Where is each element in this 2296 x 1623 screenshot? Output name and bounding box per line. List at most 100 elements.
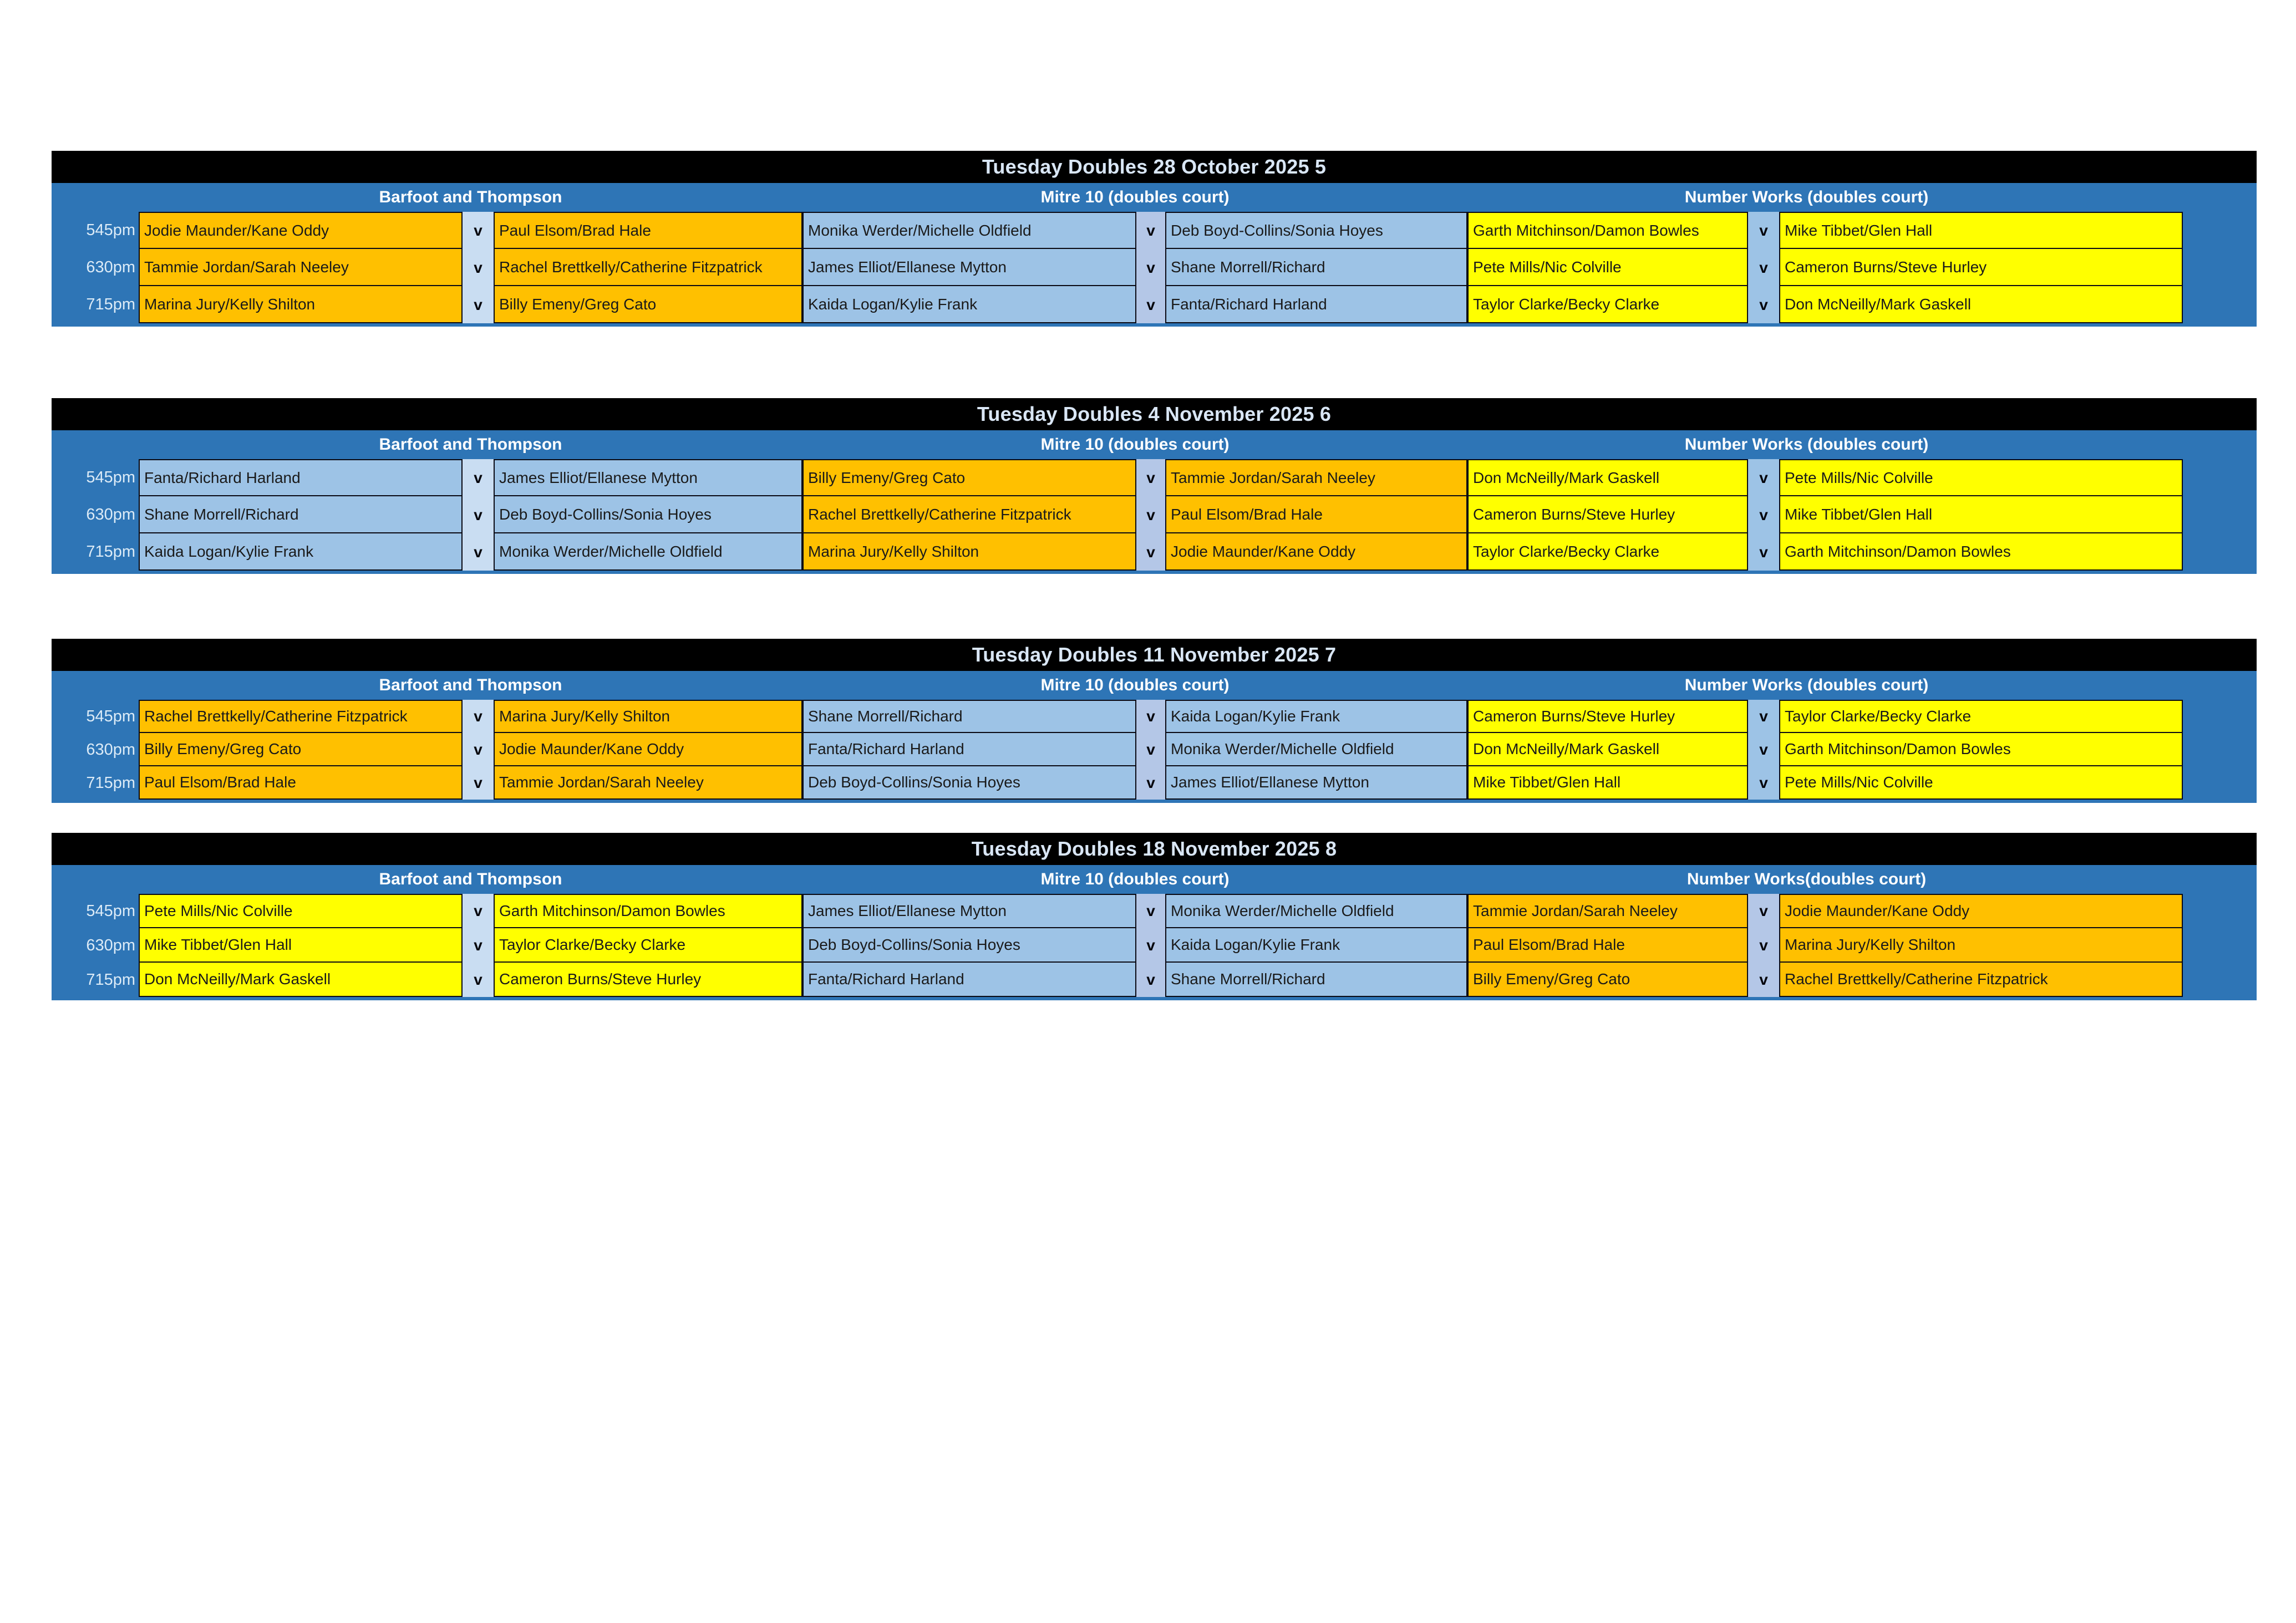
team-cell-1[interactable]: Pete Mills/Nic Colville [139, 894, 463, 928]
team-cell-1[interactable]: Paul Elsom/Brad Hale [139, 766, 463, 800]
team-cell-5[interactable]: Paul Elsom/Brad Hale [1467, 928, 1748, 963]
team-cell-2[interactable]: Jodie Maunder/Kane Oddy [494, 733, 802, 766]
versus-label: v [463, 533, 494, 571]
team-cell-6[interactable]: Rachel Brettkelly/Catherine Fitzpatrick [1779, 963, 2183, 997]
team-cell-2[interactable]: Marina Jury/Kelly Shilton [494, 700, 802, 733]
team-cell-5[interactable]: Cameron Burns/Steve Hurley [1467, 700, 1748, 733]
venue-header-mitre10: Mitre 10 (doubles court) [1040, 188, 1230, 206]
team-cell-5[interactable]: Mike Tibbet/Glen Hall [1467, 766, 1748, 800]
team-cell-3[interactable]: Rachel Brettkelly/Catherine Fitzpatrick [802, 496, 1136, 533]
team-cell-3[interactable]: Shane Morrell/Richard [802, 700, 1136, 733]
team-cell-6[interactable]: Mike Tibbet/Glen Hall [1779, 212, 2183, 249]
row-time: 715pm [52, 286, 139, 323]
team-cell-6[interactable]: Taylor Clarke/Becky Clarke [1779, 700, 2183, 733]
team-cell-6[interactable]: Mike Tibbet/Glen Hall [1779, 496, 2183, 533]
team-cell-3[interactable]: Marina Jury/Kelly Shilton [802, 533, 1136, 571]
team-cell-2[interactable]: Cameron Burns/Steve Hurley [494, 963, 802, 997]
venue-header-mitre10: Mitre 10 (doubles court) [1040, 870, 1230, 888]
team-cell-4[interactable]: Fanta/Richard Harland [1165, 286, 1467, 323]
team-cell-4[interactable]: Kaida Logan/Kylie Frank [1165, 928, 1467, 963]
versus-label: v [1136, 963, 1165, 997]
team-cell-1[interactable]: Marina Jury/Kelly Shilton [139, 286, 463, 323]
team-cell-6[interactable]: Don McNeilly/Mark Gaskell [1779, 286, 2183, 323]
fixture-row: 715pm Kaida Logan/Kylie Frank v Monika W… [52, 533, 2257, 571]
team-cell-6[interactable]: Pete Mills/Nic Colville [1779, 459, 2183, 496]
block-title: Tuesday Doubles 28 October 2025 5 [52, 151, 2257, 183]
team-cell-6[interactable]: Pete Mills/Nic Colville [1779, 766, 2183, 800]
team-cell-5[interactable]: Don McNeilly/Mark Gaskell [1467, 733, 1748, 766]
team-cell-2[interactable]: Monika Werder/Michelle Oldfield [494, 533, 802, 571]
team-cell-2[interactable]: James Elliot/Ellanese Mytton [494, 459, 802, 496]
team-cell-3[interactable]: Fanta/Richard Harland [802, 963, 1136, 997]
team-cell-3[interactable]: Deb Boyd-Collins/Sonia Hoyes [802, 766, 1136, 800]
team-cell-1[interactable]: Mike Tibbet/Glen Hall [139, 928, 463, 963]
team-cell-1[interactable]: Tammie Jordan/Sarah Neeley [139, 249, 463, 286]
venue-header-numberworks: Number Works (doubles court) [1684, 435, 1929, 454]
team-cell-3[interactable]: Deb Boyd-Collins/Sonia Hoyes [802, 928, 1136, 963]
team-cell-2[interactable]: Deb Boyd-Collins/Sonia Hoyes [494, 496, 802, 533]
team-cell-6[interactable]: Garth Mitchinson/Damon Bowles [1779, 733, 2183, 766]
team-cell-1[interactable]: Fanta/Richard Harland [139, 459, 463, 496]
team-cell-5[interactable]: Pete Mills/Nic Colville [1467, 249, 1748, 286]
team-cell-3[interactable]: Billy Emeny/Greg Cato [802, 459, 1136, 496]
team-cell-2[interactable]: Billy Emeny/Greg Cato [494, 286, 802, 323]
block-title: Tuesday Doubles 18 November 2025 8 [52, 833, 2257, 865]
team-cell-4[interactable]: Paul Elsom/Brad Hale [1165, 496, 1467, 533]
team-cell-3[interactable]: Monika Werder/Michelle Oldfield [802, 212, 1136, 249]
team-cell-2[interactable]: Paul Elsom/Brad Hale [494, 212, 802, 249]
team-cell-2[interactable]: Taylor Clarke/Becky Clarke [494, 928, 802, 963]
team-cell-5[interactable]: Don McNeilly/Mark Gaskell [1467, 459, 1748, 496]
team-cell-1[interactable]: Jodie Maunder/Kane Oddy [139, 212, 463, 249]
team-cell-3[interactable]: James Elliot/Ellanese Mytton [802, 249, 1136, 286]
team-cell-1[interactable]: Kaida Logan/Kylie Frank [139, 533, 463, 571]
versus-label: v [463, 459, 494, 496]
venue-header-barfoot: Barfoot and Thompson [379, 870, 562, 888]
row-time: 715pm [52, 766, 139, 800]
versus-label: v [1748, 894, 1779, 928]
team-cell-5[interactable]: Billy Emeny/Greg Cato [1467, 963, 1748, 997]
versus-label: v [463, 496, 494, 533]
team-cell-4[interactable]: Shane Morrell/Richard [1165, 963, 1467, 997]
team-cell-6[interactable]: Jodie Maunder/Kane Oddy [1779, 894, 2183, 928]
team-cell-6[interactable]: Marina Jury/Kelly Shilton [1779, 928, 2183, 963]
team-cell-5[interactable]: Cameron Burns/Steve Hurley [1467, 496, 1748, 533]
venue-header-barfoot: Barfoot and Thompson [379, 435, 562, 454]
team-cell-3[interactable]: James Elliot/Ellanese Mytton [802, 894, 1136, 928]
team-cell-4[interactable]: Kaida Logan/Kylie Frank [1165, 700, 1467, 733]
versus-label: v [463, 733, 494, 766]
venue-header-spacer [52, 671, 139, 700]
team-cell-2[interactable]: Tammie Jordan/Sarah Neeley [494, 766, 802, 800]
venue-header-numberworks: Number Works (doubles court) [1684, 188, 1929, 206]
team-cell-4[interactable]: Jodie Maunder/Kane Oddy [1165, 533, 1467, 571]
team-cell-6[interactable]: Cameron Burns/Steve Hurley [1779, 249, 2183, 286]
versus-label: v [1136, 459, 1165, 496]
team-cell-4[interactable]: Shane Morrell/Richard [1165, 249, 1467, 286]
versus-label: v [1748, 212, 1779, 249]
venue-header-row: Barfoot and Thompson Mitre 10 (doubles c… [52, 183, 2257, 212]
fixture-row: 715pm Paul Elsom/Brad Hale v Tammie Jord… [52, 766, 2257, 800]
team-cell-4[interactable]: Tammie Jordan/Sarah Neeley [1165, 459, 1467, 496]
team-cell-4[interactable]: Deb Boyd-Collins/Sonia Hoyes [1165, 212, 1467, 249]
versus-label: v [1136, 533, 1165, 571]
team-cell-4[interactable]: Monika Werder/Michelle Oldfield [1165, 733, 1467, 766]
team-cell-1[interactable]: Rachel Brettkelly/Catherine Fitzpatrick [139, 700, 463, 733]
team-cell-2[interactable]: Rachel Brettkelly/Catherine Fitzpatrick [494, 249, 802, 286]
team-cell-1[interactable]: Shane Morrell/Richard [139, 496, 463, 533]
team-cell-6[interactable]: Garth Mitchinson/Damon Bowles [1779, 533, 2183, 571]
versus-label: v [1136, 496, 1165, 533]
fixture-rows: 545pm Pete Mills/Nic Colville v Garth Mi… [52, 894, 2257, 1000]
team-cell-1[interactable]: Billy Emeny/Greg Cato [139, 733, 463, 766]
team-cell-3[interactable]: Fanta/Richard Harland [802, 733, 1136, 766]
fixture-row: 545pm Pete Mills/Nic Colville v Garth Mi… [52, 894, 2257, 928]
team-cell-4[interactable]: James Elliot/Ellanese Mytton [1165, 766, 1467, 800]
team-cell-3[interactable]: Kaida Logan/Kylie Frank [802, 286, 1136, 323]
team-cell-5[interactable]: Garth Mitchinson/Damon Bowles [1467, 212, 1748, 249]
team-cell-4[interactable]: Monika Werder/Michelle Oldfield [1165, 894, 1467, 928]
team-cell-5[interactable]: Taylor Clarke/Becky Clarke [1467, 286, 1748, 323]
team-cell-5[interactable]: Taylor Clarke/Becky Clarke [1467, 533, 1748, 571]
fixture-rows: 545pm Rachel Brettkelly/Catherine Fitzpa… [52, 700, 2257, 803]
team-cell-1[interactable]: Don McNeilly/Mark Gaskell [139, 963, 463, 997]
team-cell-5[interactable]: Tammie Jordan/Sarah Neeley [1467, 894, 1748, 928]
versus-label: v [1136, 249, 1165, 286]
team-cell-2[interactable]: Garth Mitchinson/Damon Bowles [494, 894, 802, 928]
